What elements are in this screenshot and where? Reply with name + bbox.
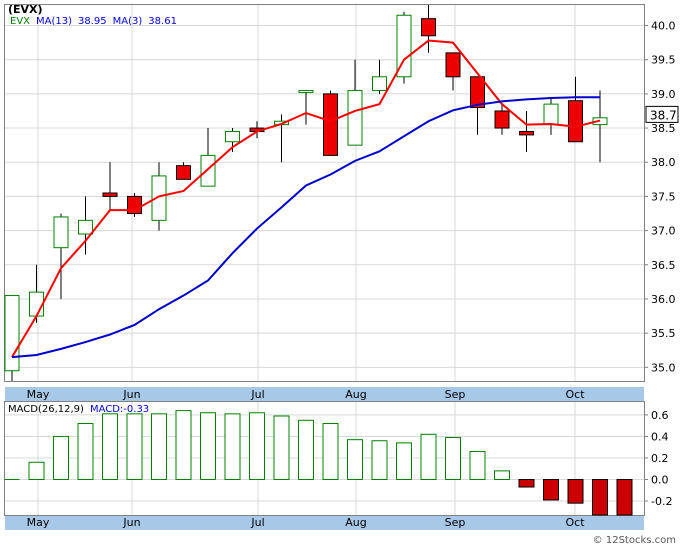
candle-down xyxy=(494,110,510,129)
macd-month-label: Sep xyxy=(445,516,466,529)
price-tick-label: 39.0 xyxy=(651,88,676,101)
macd-bar-positive xyxy=(469,451,486,480)
macd-bar-positive xyxy=(322,423,339,480)
price-tick-label: 39.5 xyxy=(651,54,676,67)
macd-bar-positive xyxy=(494,470,510,480)
candle-up xyxy=(78,219,93,235)
candle-down xyxy=(445,52,461,78)
macd-bar-positive xyxy=(28,461,45,480)
macd-bar-positive xyxy=(396,442,412,480)
macd-tick-label: 0.2 xyxy=(651,452,669,465)
price-tick-label: 38.0 xyxy=(651,156,676,169)
price-tick-label: 38.5 xyxy=(651,122,676,135)
price-legend-item: 38.61 xyxy=(148,16,177,27)
last-price-box xyxy=(645,105,679,123)
candle-up xyxy=(225,130,240,143)
macd-month-label: Jul xyxy=(250,516,264,529)
price-month-label: Oct xyxy=(565,388,585,401)
price-legend-item: MA(13) xyxy=(36,16,72,27)
macd-bar-positive xyxy=(200,412,216,480)
macd-month-label: Oct xyxy=(565,516,585,529)
macd-tick-label: 0.0 xyxy=(651,473,669,486)
price-tick-label: 35.0 xyxy=(651,361,676,374)
price-legend-item: 38.95 xyxy=(78,16,107,27)
macd-bar-negative xyxy=(518,478,535,488)
macd-tick-label: 0.6 xyxy=(651,409,669,422)
macd-bar-positive xyxy=(53,435,69,480)
candle-up xyxy=(151,175,167,221)
price-panel xyxy=(4,4,645,382)
candle-up xyxy=(543,103,559,126)
macd-bar-positive xyxy=(249,412,265,480)
macd-bar-positive xyxy=(298,419,314,480)
last-price-label: 38.7 xyxy=(650,108,677,122)
price-month-label: Sep xyxy=(445,388,466,401)
macd-bar-positive xyxy=(224,413,241,480)
chart-title: (EVX) xyxy=(8,3,43,16)
macd-month-label: Jun xyxy=(122,516,140,529)
price-month-label: May xyxy=(27,388,50,401)
macd-tick-label: -0.2 xyxy=(651,495,672,508)
candle-up xyxy=(200,154,216,187)
candle-up xyxy=(347,89,363,146)
candle-up xyxy=(4,295,20,372)
macd-bar-positive xyxy=(102,413,118,480)
macd-bar-negative xyxy=(567,478,584,504)
price-legend-item: EVX xyxy=(10,16,30,27)
macd-bar-positive xyxy=(126,413,143,480)
price-tick-label: 37.5 xyxy=(651,190,676,203)
macd-bar-positive xyxy=(77,423,94,480)
macd-bar-positive xyxy=(347,439,363,480)
macd-bar-positive xyxy=(273,415,290,480)
macd-legend-item: MACD(26,12,9) xyxy=(8,404,84,415)
macd-bar-positive xyxy=(420,433,437,480)
price-tick-label: 35.5 xyxy=(651,327,676,340)
macd-month-label: Aug xyxy=(345,516,366,529)
price-month-label: Jun xyxy=(122,388,140,401)
candle-down xyxy=(102,192,118,197)
candle-down xyxy=(421,18,436,37)
macd-date-axis-band xyxy=(5,516,644,530)
candle-down xyxy=(323,93,338,156)
ma13-line xyxy=(11,96,600,359)
price-tick-label: 40.0 xyxy=(651,20,676,33)
macd-bar-positive xyxy=(371,440,388,480)
ma3-line xyxy=(11,39,601,358)
macd-bar-positive xyxy=(151,413,167,480)
candle-up xyxy=(372,76,387,91)
price-month-label: Jul xyxy=(250,388,264,401)
candle-up xyxy=(53,216,69,249)
macd-bar-negative xyxy=(543,478,559,501)
candle-down xyxy=(568,100,583,143)
price-tick-label: 36.0 xyxy=(651,293,676,306)
macd-month-label: May xyxy=(27,516,50,529)
price-legend-item: MA(3) xyxy=(113,16,143,27)
candle-up xyxy=(396,14,412,78)
candle-down xyxy=(176,165,191,180)
price-tick-label: 36.5 xyxy=(651,259,676,272)
macd-bar-positive xyxy=(175,410,192,480)
candle-down xyxy=(470,76,485,109)
candle-up xyxy=(298,89,314,93)
price-date-axis-band xyxy=(5,387,644,401)
price-tick-label: 37.0 xyxy=(651,225,676,238)
macd-bar-negative xyxy=(616,478,633,516)
candle-up xyxy=(29,291,44,317)
source-credit: © 12Stocks.com xyxy=(593,535,676,546)
macd-tick-label: 0.4 xyxy=(651,430,669,443)
macd-bar-negative xyxy=(592,478,608,516)
price-month-label: Aug xyxy=(345,388,366,401)
macd-legend-item: MACD:-0.33 xyxy=(90,404,149,415)
candle-down xyxy=(519,130,534,136)
macd-bar-positive xyxy=(445,437,461,480)
